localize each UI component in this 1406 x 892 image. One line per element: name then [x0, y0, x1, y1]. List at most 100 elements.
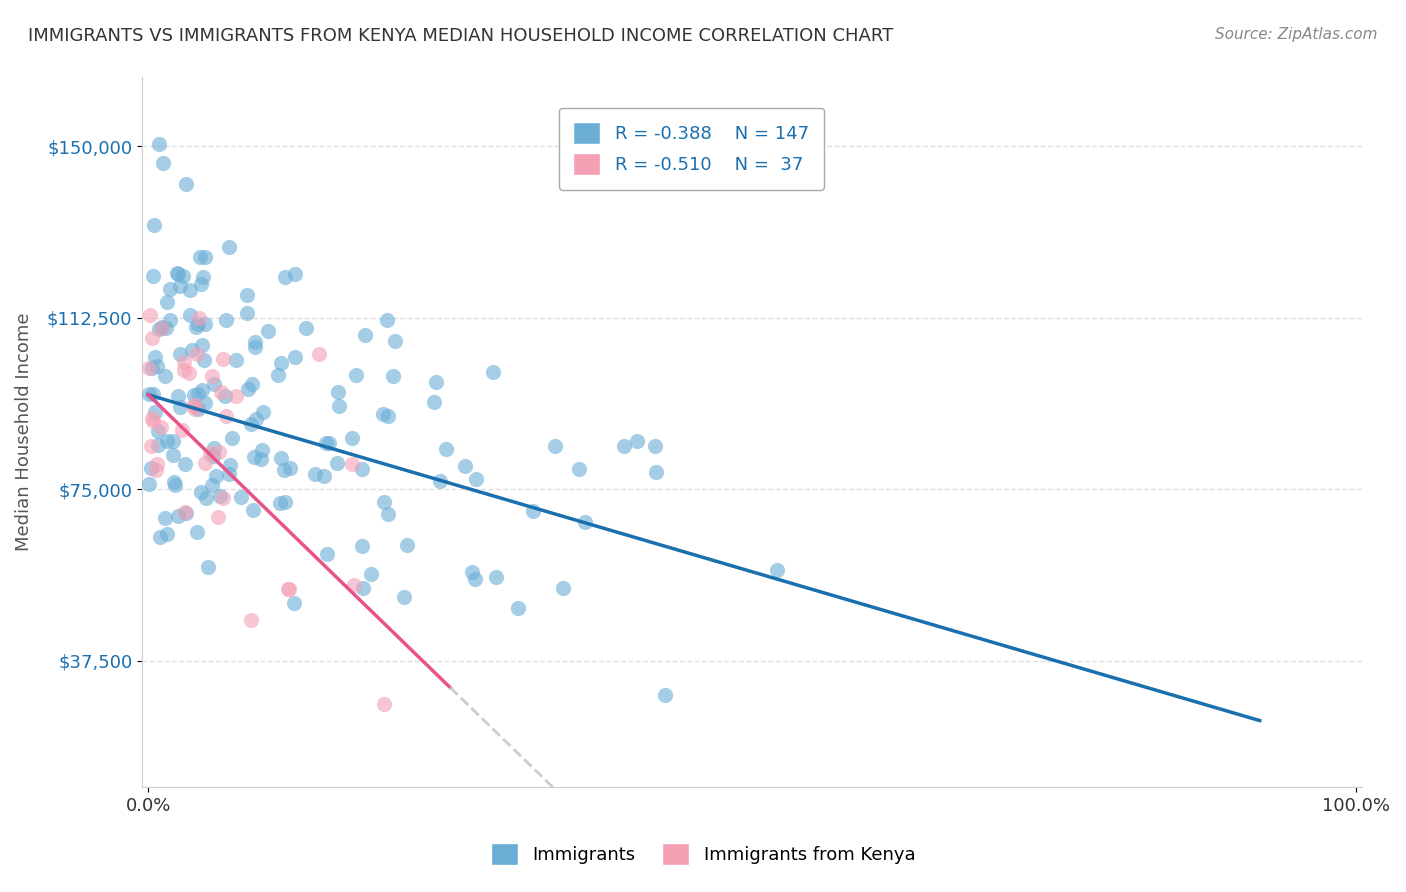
Immigrants — [174, 177, 197, 191]
Immigrants — [146, 438, 169, 452]
Immigrants — [544, 439, 567, 453]
Immigrants from Kenya — [373, 697, 395, 711]
Immigrants from Kenya — [208, 445, 231, 459]
Immigrants — [342, 431, 364, 445]
Immigrants — [242, 503, 264, 517]
Immigrants — [522, 504, 544, 518]
Immigrants — [221, 432, 243, 446]
Immigrants from Kenya — [201, 369, 224, 384]
Immigrants from Kenya — [141, 411, 163, 425]
Immigrants — [179, 283, 201, 297]
Immigrants — [314, 468, 336, 483]
Immigrants — [142, 387, 165, 401]
Immigrants — [202, 377, 225, 392]
Immigrants — [765, 563, 787, 577]
Immigrants — [143, 351, 166, 365]
Immigrants from Kenya — [308, 347, 330, 361]
Immigrants from Kenya — [200, 446, 222, 460]
Immigrants — [553, 581, 575, 595]
Immigrants — [352, 581, 374, 595]
Immigrants — [194, 250, 217, 264]
Immigrants — [167, 389, 190, 403]
Immigrants from Kenya — [145, 463, 167, 477]
Immigrants — [169, 279, 191, 293]
Immigrants — [240, 417, 263, 432]
Immigrants — [270, 450, 292, 465]
Immigrants from Kenya — [174, 505, 197, 519]
Immigrants — [377, 409, 399, 423]
Immigrants — [201, 478, 224, 492]
Immigrants — [270, 355, 292, 369]
Immigrants from Kenya — [173, 355, 195, 369]
Immigrants — [236, 288, 259, 302]
Immigrants — [654, 688, 676, 702]
Immigrants — [142, 218, 165, 232]
Immigrants from Kenya — [211, 351, 233, 366]
Immigrants — [146, 424, 169, 438]
Immigrants — [225, 353, 247, 368]
Immigrants — [218, 467, 240, 482]
Immigrants — [162, 448, 184, 462]
Immigrants — [382, 368, 405, 383]
Immigrants — [146, 359, 169, 373]
Immigrants — [148, 137, 170, 152]
Immigrants from Kenya — [139, 308, 162, 322]
Immigrants from Kenya — [181, 399, 204, 413]
Immigrants — [377, 508, 399, 522]
Immigrants — [143, 405, 166, 419]
Immigrants from Kenya — [215, 409, 238, 424]
Immigrants from Kenya — [225, 389, 247, 403]
Immigrants from Kenya — [142, 414, 165, 428]
Immigrants — [162, 434, 184, 448]
Immigrants — [169, 347, 191, 361]
Immigrants from Kenya — [186, 346, 208, 360]
Legend: Immigrants, Immigrants from Kenya: Immigrants, Immigrants from Kenya — [481, 834, 925, 874]
Immigrants — [174, 506, 197, 520]
Immigrants — [180, 343, 202, 358]
Immigrants from Kenya — [207, 510, 229, 524]
Immigrants — [201, 449, 224, 463]
Immigrants from Kenya — [239, 613, 262, 627]
Immigrants — [149, 530, 172, 544]
Immigrants — [172, 269, 194, 284]
Immigrants — [236, 306, 259, 320]
Immigrants — [465, 472, 488, 486]
Immigrants — [645, 465, 668, 479]
Immigrants — [240, 377, 263, 392]
Immigrants — [274, 269, 297, 284]
Immigrants — [156, 295, 179, 310]
Immigrants — [188, 250, 211, 264]
Immigrants — [163, 475, 186, 489]
Immigrants — [574, 516, 596, 530]
Immigrants — [141, 360, 163, 375]
Immigrants — [243, 450, 266, 464]
Immigrants — [644, 439, 666, 453]
Immigrants — [482, 366, 505, 380]
Immigrants — [173, 457, 195, 471]
Immigrants — [184, 320, 207, 334]
Immigrants from Kenya — [141, 439, 163, 453]
Immigrants from Kenya — [138, 361, 160, 376]
Immigrants from Kenya — [183, 402, 205, 417]
Immigrants — [506, 601, 529, 615]
Immigrants — [155, 321, 177, 335]
Immigrants — [373, 495, 395, 509]
Immigrants — [350, 462, 373, 476]
Immigrants — [353, 328, 375, 343]
Immigrants — [249, 451, 271, 466]
Immigrants — [187, 317, 209, 331]
Immigrants — [219, 458, 242, 472]
Immigrants — [423, 394, 446, 409]
Immigrants — [326, 456, 349, 470]
Immigrants — [256, 324, 278, 338]
Immigrants — [141, 460, 163, 475]
Immigrants from Kenya — [146, 458, 169, 472]
Immigrants from Kenya — [179, 366, 201, 380]
Immigrants — [193, 353, 215, 368]
Immigrants — [153, 510, 176, 524]
Immigrants from Kenya — [184, 398, 207, 412]
Immigrants from Kenya — [277, 582, 299, 596]
Immigrants — [453, 458, 475, 473]
Immigrants — [150, 320, 173, 334]
Immigrants — [190, 277, 212, 291]
